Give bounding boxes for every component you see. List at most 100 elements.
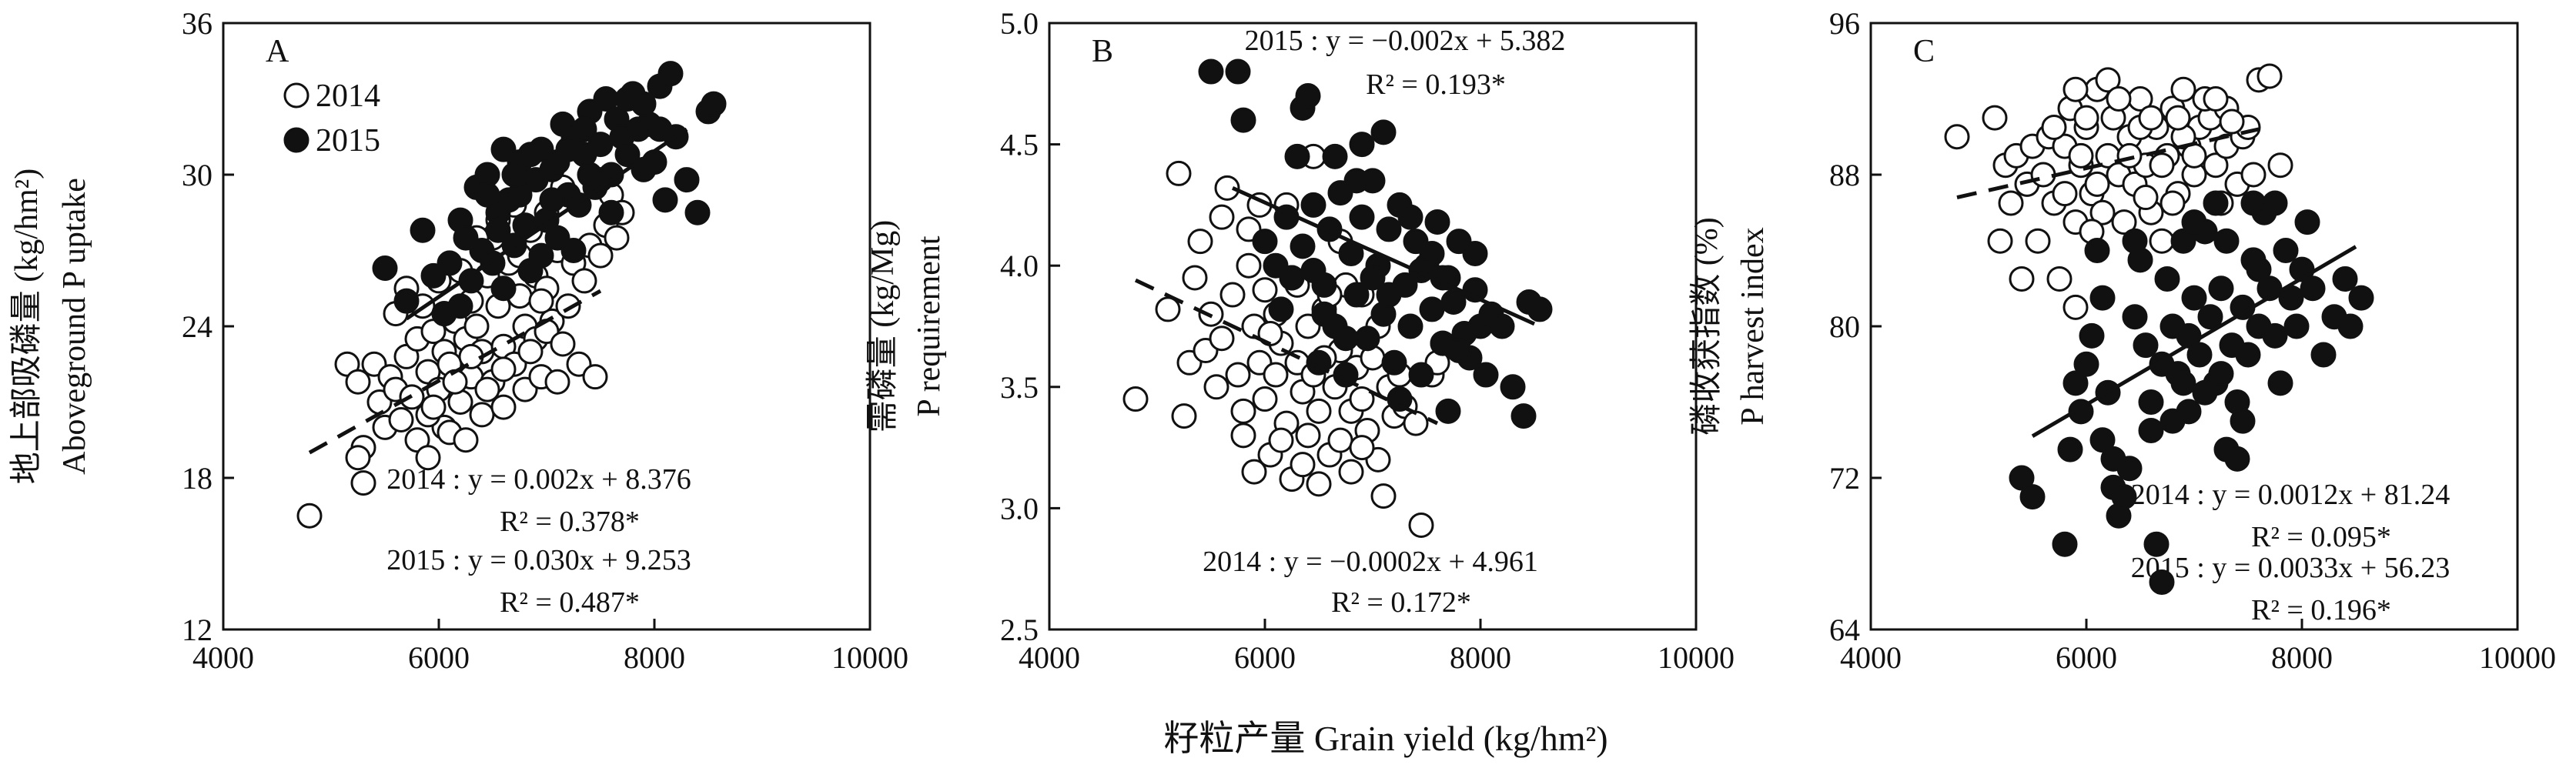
point-2014: [2046, 265, 2073, 292]
point-2015: [2283, 313, 2310, 339]
point-2014: [1403, 410, 1429, 436]
legend-marker-2015: [283, 127, 309, 153]
panel-b: 4000 6000 8000 10000 2.5 3.0 3.5 4.0 4.5 5.0 B 需磷量 …: [865, 6, 1735, 675]
point-2015: [2052, 531, 2078, 557]
point-2015: [1284, 143, 1310, 169]
point-2015: [1397, 204, 1423, 230]
point-2014: [2025, 228, 2051, 254]
point-2015: [2230, 408, 2256, 434]
point-2015: [490, 275, 517, 302]
x-tick-label: 4000: [192, 640, 254, 675]
point-2015: [2100, 446, 2126, 472]
point-2014: [1182, 265, 1208, 291]
point-2015: [571, 116, 597, 142]
r-squared-text: R² = 0.378*: [500, 506, 640, 538]
point-2014: [1225, 362, 1251, 388]
point-2015: [1322, 143, 1348, 169]
point-2014: [453, 427, 479, 453]
y-axis-label-en: Aboveground P uptake: [57, 178, 92, 475]
point-2014: [296, 503, 323, 529]
point-2015: [2240, 190, 2267, 216]
point-2014: [1338, 459, 1364, 485]
point-2015: [631, 91, 657, 117]
point-2015: [2186, 342, 2213, 368]
x-tick-label: 8000: [2271, 640, 2333, 675]
point-2015: [2019, 484, 2046, 510]
point-2014: [1241, 459, 1267, 485]
point-2014: [1306, 398, 1332, 424]
point-2014: [345, 445, 371, 471]
point-2014: [528, 288, 554, 314]
point-2014: [2257, 63, 2283, 89]
point-2015: [1343, 168, 1370, 194]
panel-c: 4000 6000 8000 10000 64 72 80 88 96 C 磷收获指数 (%) P h…: [1689, 6, 2556, 675]
point-2015: [2192, 379, 2218, 406]
point-2015: [598, 199, 624, 225]
point-2014: [587, 242, 614, 269]
point-2015: [1198, 58, 1224, 85]
panel-a: 4000 6000 8000 10000 12 18 24 30 36 A 地上部吸磷量 (kg/h…: [9, 6, 908, 675]
point-2014: [1155, 296, 1181, 322]
y-axis-label-cn: 需磷量 (kg/Mg): [865, 220, 901, 433]
point-2015: [674, 167, 700, 193]
point-2015: [1252, 229, 1278, 255]
point-2014: [2240, 162, 2267, 188]
point-2015: [1397, 313, 1423, 339]
point-2014: [1349, 435, 1375, 461]
point-2015: [684, 199, 711, 225]
point-2015: [1510, 403, 1537, 429]
legend-label-2014: 2014: [316, 78, 380, 114]
point-2015: [2348, 285, 2374, 311]
equation-text: 2015 : y = 0.0033x + 56.23: [2131, 552, 2450, 584]
point-2014: [2149, 228, 2175, 254]
point-2015: [657, 61, 684, 87]
point-2014: [2111, 209, 2137, 235]
point-2015: [490, 136, 517, 162]
point-2015: [2143, 531, 2170, 557]
point-2014: [2106, 86, 2132, 112]
point-2014: [2267, 152, 2293, 179]
x-tick-label: 6000: [1234, 640, 1296, 675]
equation-text: 2014 : y = 0.0012x + 81.24: [2131, 479, 2450, 511]
point-2014: [2068, 142, 2094, 169]
point-2015: [2294, 209, 2320, 235]
point-2015: [1300, 192, 1326, 218]
point-2015: [410, 217, 436, 243]
point-2014: [1295, 422, 1321, 449]
point-2014: [550, 331, 576, 357]
y-tick-label: 88: [1829, 158, 1860, 192]
point-2015: [2170, 370, 2196, 396]
point-2014: [2041, 114, 2067, 140]
point-2015: [1462, 240, 1488, 266]
point-2014: [2219, 109, 2245, 135]
point-2015: [2267, 370, 2293, 396]
point-2015: [2235, 342, 2261, 368]
point-2015: [1349, 204, 1375, 230]
point-2014: [1998, 190, 2024, 216]
equation-text: 2015 : y = −0.002x + 5.382: [1245, 25, 1566, 57]
y-tick-label: 64: [1829, 613, 1860, 647]
y-tick-label: 3.0: [1000, 491, 1039, 526]
x-tick-label: 10000: [831, 640, 908, 675]
y-tick-label: 5.0: [1000, 6, 1039, 41]
point-2014: [420, 394, 447, 420]
point-2014: [582, 364, 608, 390]
point-2015: [2262, 190, 2288, 216]
point-2015: [2062, 370, 2089, 396]
point-2015: [614, 142, 641, 168]
point-2014: [1290, 452, 1316, 478]
fit-line-2014: [1956, 127, 2260, 199]
point-2015: [1333, 326, 1359, 352]
point-2014: [1209, 326, 1235, 352]
point-2014: [415, 445, 441, 471]
point-2015: [1268, 296, 1294, 322]
point-2015: [2089, 427, 2116, 453]
y-axis-label-cn: 磷收获指数 (%): [1689, 217, 1725, 435]
point-2014: [1219, 282, 1246, 308]
fit-line-2015: [2031, 245, 2357, 438]
point-2014: [1987, 228, 2013, 254]
point-2014: [469, 402, 495, 428]
point-2015: [647, 116, 673, 142]
point-2014: [1230, 422, 1256, 449]
point-2014: [1187, 229, 1213, 255]
